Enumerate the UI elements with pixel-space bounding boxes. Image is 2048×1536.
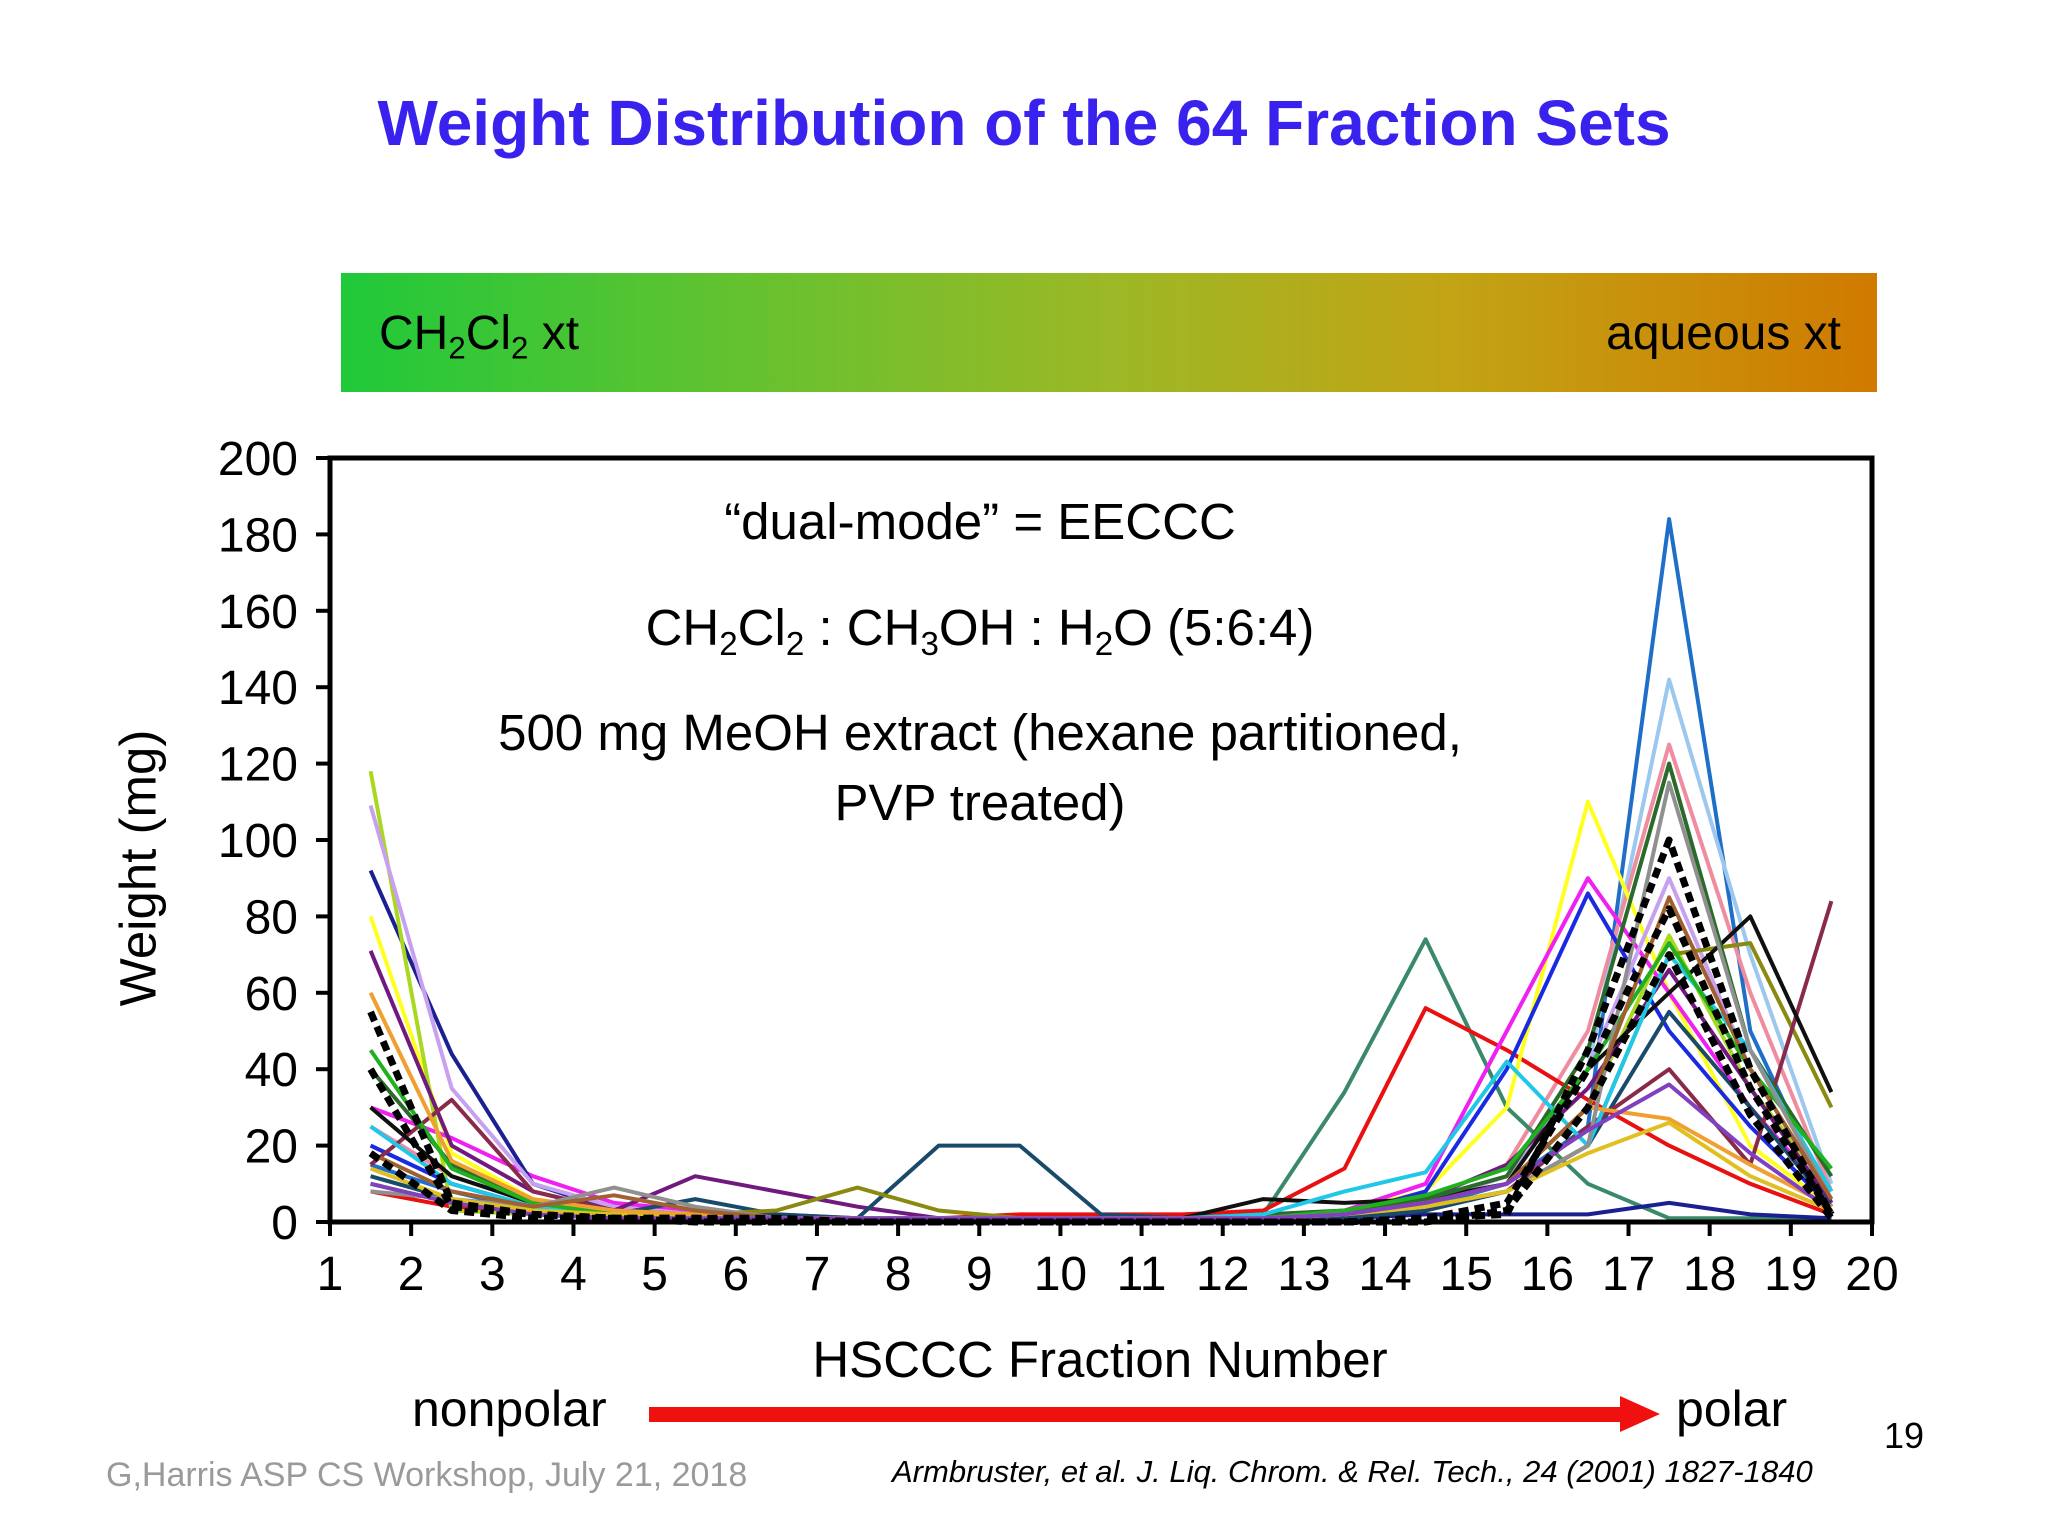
- line-series-olive: [370, 941, 1834, 1221]
- y-tick-label: 0: [271, 1197, 298, 1250]
- x-tick-label: 3: [479, 1248, 506, 1301]
- presenter-credit: G,Harris ASP CS Workshop, July 21, 2018: [106, 1456, 748, 1494]
- y-tick-label: 60: [245, 968, 298, 1021]
- y-tick-label: 160: [218, 586, 298, 639]
- x-tick-label: 1: [317, 1248, 344, 1301]
- x-tick-label: 7: [804, 1248, 831, 1301]
- x-tick-label: 20: [1845, 1248, 1898, 1301]
- y-tick-label: 40: [245, 1044, 298, 1097]
- y-tick-label: 20: [245, 1121, 298, 1174]
- x-tick-label: 6: [722, 1248, 749, 1301]
- annotation-dual-mode: “dual-mode” = EECCC: [724, 493, 1236, 550]
- page-number: 19: [1884, 1415, 1925, 1456]
- annotation-extract-line2: PVP treated): [834, 774, 1126, 831]
- line-series-green: [368, 941, 1833, 1221]
- polarity-arrow: [649, 1407, 1624, 1422]
- x-tick-label: 4: [560, 1248, 587, 1301]
- tick-layer: 1 2 3 4 5 6 7 8 9 10 11 12 13 14 15 16 17 18 19 20020406080…: [218, 433, 1899, 1301]
- y-tick-label: 120: [218, 739, 298, 792]
- x-tick-label: 8: [885, 1248, 912, 1301]
- x-tick-label: 14: [1358, 1248, 1411, 1301]
- y-tick-label: 100: [218, 815, 298, 868]
- y-tick-label: 80: [245, 891, 298, 944]
- slide-title: Weight Distribution of the 64 Fraction S…: [377, 87, 1671, 159]
- line-series-lavender: [368, 805, 1834, 1221]
- x-tick-label: 12: [1196, 1248, 1249, 1301]
- x-axis-title: HSCCC Fraction Number: [812, 1331, 1388, 1388]
- polar-label: polar: [1676, 1381, 1788, 1437]
- x-tick-label: 9: [966, 1248, 993, 1301]
- y-tick-label: 200: [218, 433, 298, 486]
- line-series-gray: [370, 780, 1834, 1221]
- x-tick-label: 15: [1440, 1248, 1493, 1301]
- y-axis-title: Weight (mg): [109, 729, 167, 1007]
- citation: Armbruster, et al. J. Liq. Chrom. & Rel.…: [892, 1454, 1813, 1489]
- x-tick-label: 16: [1521, 1248, 1574, 1301]
- x-tick-label: 5: [641, 1248, 668, 1301]
- x-tick-label: 10: [1034, 1248, 1087, 1301]
- x-tick-label: 11: [1117, 1248, 1167, 1301]
- y-tick-label: 180: [218, 509, 298, 562]
- nonpolar-label: nonpolar: [412, 1381, 607, 1437]
- annotation-solvent-system: CH2Cl2 : CH3OH : H2O (5:6:4): [645, 599, 1315, 663]
- x-tick-label: 18: [1683, 1248, 1736, 1301]
- x-tick-label: 13: [1277, 1248, 1330, 1301]
- polarity-gradient-bar: CH2Cl2 xt aqueous xt: [341, 273, 1877, 392]
- line-series-mean-c: [368, 951, 1835, 1226]
- aqueous-extract-label: aqueous xt: [1606, 307, 1841, 360]
- x-tick-label: 19: [1764, 1248, 1817, 1301]
- x-tick-label: 17: [1602, 1248, 1655, 1301]
- polarity-arrow-head: [1620, 1396, 1660, 1432]
- x-tick-label: 2: [398, 1248, 425, 1301]
- y-tick-label: 140: [218, 662, 298, 715]
- annotation-extract-line1: 500 mg MeOH extract (hexane partitioned,: [498, 704, 1462, 761]
- dichloromethane-extract-label: CH2Cl2 xt: [379, 307, 580, 366]
